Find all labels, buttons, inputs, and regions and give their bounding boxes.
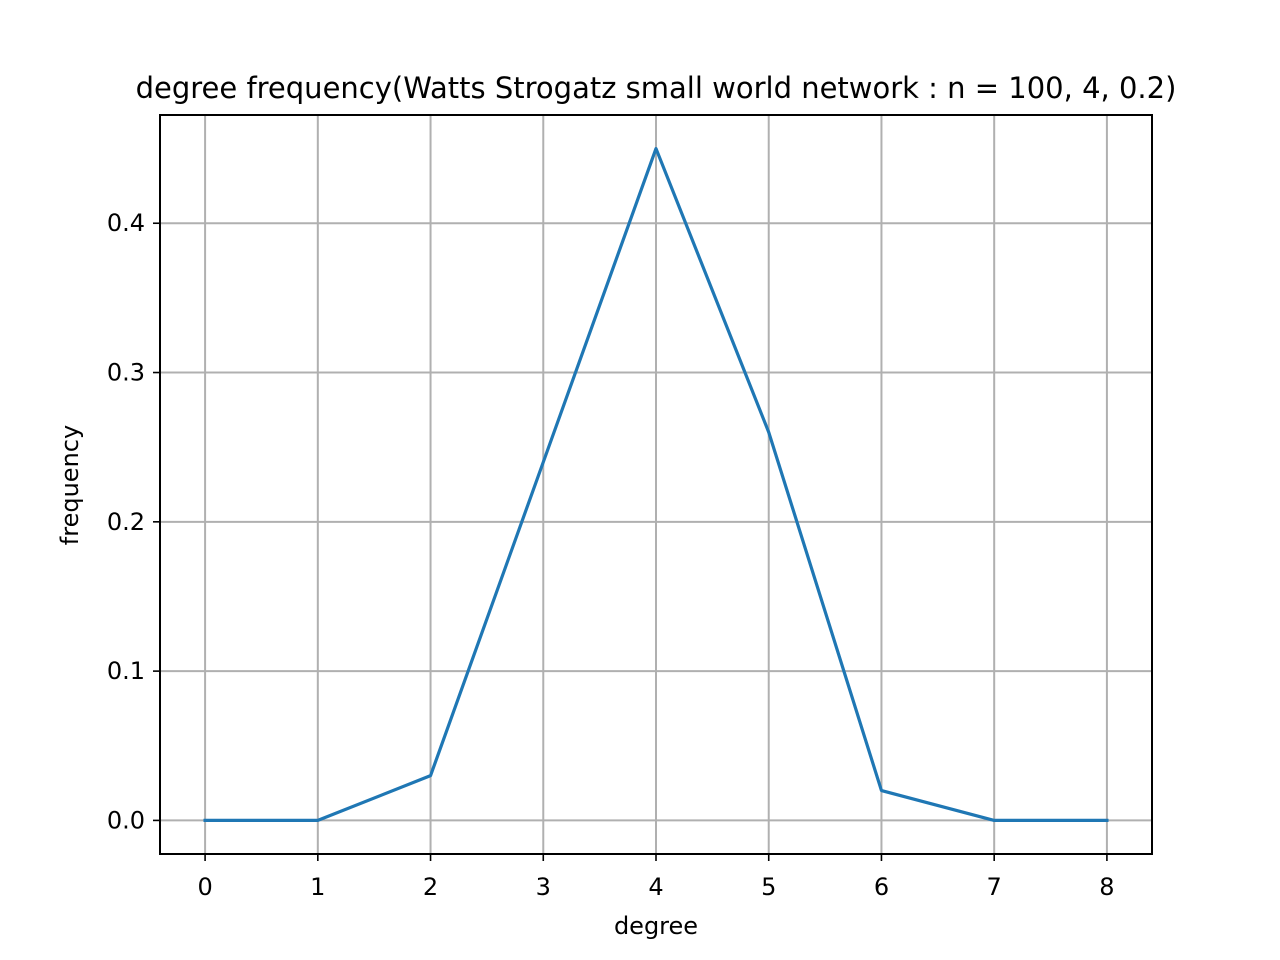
axis-ticks: 0 1 2 3 4 5 6 7 8 0.0 0.1 0.2 0.3 0.4 (107, 209, 1115, 901)
y-tick-label: 0.3 (107, 359, 145, 387)
y-axis-label: frequency (56, 425, 84, 545)
chart-title: degree frequency(Watts Strogatz small wo… (136, 71, 1177, 105)
y-tick-label: 0.1 (107, 657, 145, 685)
grid (160, 115, 1152, 854)
x-tick-label: 3 (536, 873, 551, 901)
y-tick-label: 0.4 (107, 209, 145, 237)
series-layer (203, 146, 1109, 823)
x-axis-label: degree (614, 912, 698, 940)
x-tick-label: 1 (310, 873, 325, 901)
y-tick-label: 0.2 (107, 508, 145, 536)
x-tick-label: 2 (423, 873, 438, 901)
y-tick-label: 0.0 (107, 806, 145, 834)
x-tick-label: 6 (874, 873, 889, 901)
x-tick-label: 4 (648, 873, 663, 901)
series-line (203, 146, 1109, 823)
x-tick-label: 7 (987, 873, 1002, 901)
x-tick-label: 5 (761, 873, 776, 901)
x-tick-label: 8 (1099, 873, 1114, 901)
x-tick-label: 0 (197, 873, 212, 901)
